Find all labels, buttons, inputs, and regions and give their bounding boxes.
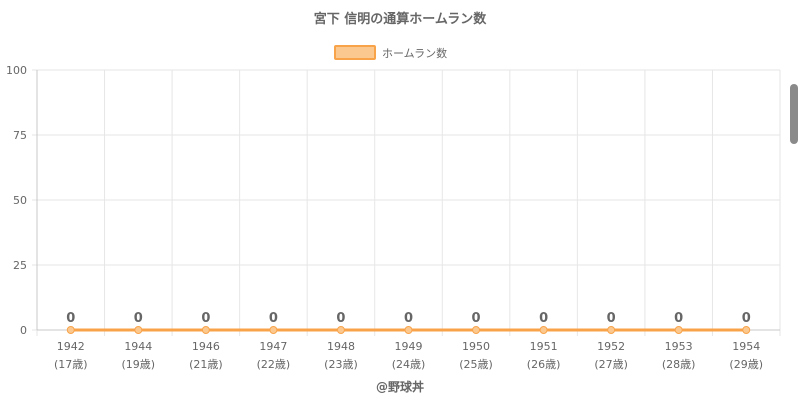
- y-tick-label: 100: [6, 64, 27, 77]
- data-labels: 0 0 0 0 0 0 0 0 0 0 0: [66, 311, 751, 326]
- legend-label[interactable]: ホームラン数: [382, 47, 447, 60]
- y-tick-label: 75: [13, 129, 27, 142]
- x-tick-label: 1947: [259, 340, 287, 353]
- x-tick-age-label: (17歳): [54, 358, 88, 371]
- data-label: 0: [674, 311, 683, 326]
- data-point[interactable]: [674, 326, 683, 334]
- x-tick-age-label: (29歳): [729, 358, 763, 371]
- data-point[interactable]: [539, 326, 548, 334]
- y-axis-ticks: 0 25 50 75 100: [6, 64, 27, 337]
- data-point[interactable]: [472, 326, 481, 334]
- data-point[interactable]: [134, 326, 143, 334]
- data-label: 0: [607, 311, 616, 326]
- data-points[interactable]: [66, 326, 751, 334]
- x-tick-label: 1952: [597, 340, 625, 353]
- footer-credit: @野球丼: [376, 379, 424, 394]
- x-tick-age-label: (21歳): [189, 358, 223, 371]
- x-tick-label: 1951: [530, 340, 558, 353]
- x-tick-age-label: (28歳): [662, 358, 696, 371]
- x-tick-age-label: (27歳): [594, 358, 628, 371]
- x-tick-age-label: (26歳): [527, 358, 561, 371]
- data-point[interactable]: [404, 326, 413, 334]
- legend[interactable]: ホームラン数: [334, 45, 447, 60]
- data-point[interactable]: [742, 326, 751, 334]
- data-label: 0: [269, 311, 278, 326]
- x-tick-age-label: (22歳): [257, 358, 291, 371]
- x-tick-age-label: (24歳): [392, 358, 426, 371]
- data-label: 0: [134, 311, 143, 326]
- data-point[interactable]: [66, 326, 75, 334]
- data-label: 0: [742, 311, 751, 326]
- data-point[interactable]: [607, 326, 616, 334]
- data-point[interactable]: [201, 326, 210, 334]
- scrollbar-thumb[interactable]: [790, 84, 798, 144]
- data-label: 0: [472, 311, 481, 326]
- x-tick-label: 1942: [57, 340, 85, 353]
- y-tick-label: 25: [13, 259, 27, 272]
- x-tick-label: 1949: [395, 340, 423, 353]
- x-tick-label: 1948: [327, 340, 355, 353]
- x-axis-ticks: 1942 (17歳) 1944 (19歳) 1946 (21歳) 1947 (22歳) 1948…: [54, 340, 763, 371]
- x-tick-label: 1950: [462, 340, 490, 353]
- data-label: 0: [539, 311, 548, 326]
- chart-title: 宮下 信明の通算ホームラン数: [314, 11, 487, 27]
- x-tick-age-label: (23歳): [324, 358, 358, 371]
- x-tick-label: 1944: [124, 340, 152, 353]
- data-label: 0: [336, 311, 345, 326]
- x-tick-label: 1954: [732, 340, 760, 353]
- data-point[interactable]: [269, 326, 278, 334]
- x-tick-age-label: (25歳): [459, 358, 493, 371]
- y-tick-label: 50: [13, 194, 27, 207]
- x-tick-label: 1946: [192, 340, 220, 353]
- grid: [32, 69, 781, 336]
- data-label: 0: [201, 311, 210, 326]
- x-tick-label: 1953: [665, 340, 693, 353]
- data-point[interactable]: [336, 326, 345, 334]
- legend-swatch[interactable]: [334, 45, 376, 60]
- y-tick-label: 0: [20, 324, 27, 337]
- x-tick-age-label: (19歳): [122, 358, 156, 371]
- data-label: 0: [66, 311, 75, 326]
- data-label: 0: [404, 311, 413, 326]
